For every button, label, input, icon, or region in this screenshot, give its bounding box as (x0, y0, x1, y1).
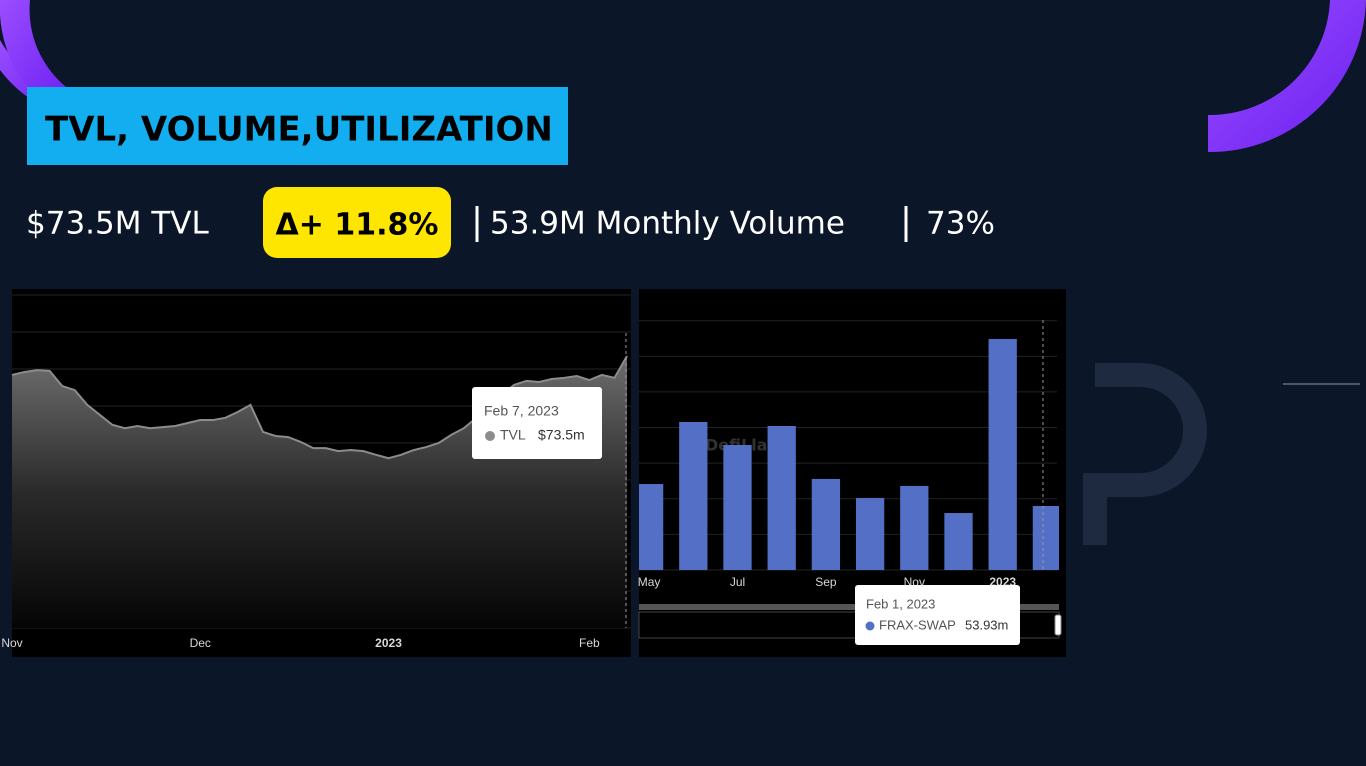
x-tick-label: May (638, 575, 661, 589)
scrollbar (639, 604, 1059, 610)
scroll-handle[interactable] (1054, 614, 1062, 636)
bar (723, 444, 752, 570)
tooltip-box (472, 387, 602, 459)
deco-arc (1208, 0, 1366, 153)
tooltip: Feb 1, 2023 FRAX-SWAP 53.93m (855, 585, 1020, 645)
tooltip-value: 53.93m (965, 617, 1008, 632)
deco-letter (1083, 363, 1207, 545)
x-tick-label: Dec (190, 636, 211, 650)
tooltip-box (855, 585, 1020, 645)
chart-area: DefiLlama (639, 320, 1059, 571)
bar (855, 497, 885, 570)
bar (639, 484, 664, 570)
bar (988, 338, 1017, 570)
tooltip: Feb 7, 2023 TVL $73.5m (472, 387, 602, 459)
x-tick-label: Nov (1, 636, 22, 650)
bar (1032, 505, 1059, 570)
bar (900, 485, 929, 570)
title: TVL, VOLUME,UTILIZATION (45, 110, 553, 150)
tooltip-date: Feb 7, 2023 (484, 403, 559, 419)
tooltip-dot (485, 431, 495, 441)
bar (767, 425, 796, 570)
x-tick-label: Jul (730, 575, 745, 589)
bar (811, 478, 841, 570)
x-tick-label: Feb (579, 636, 600, 650)
change-badge (263, 187, 451, 258)
bar (944, 513, 973, 570)
stat-change: Δ+ 11.8% (276, 208, 439, 243)
tooltip-date: Feb 1, 2023 (866, 596, 935, 611)
stat-volume: 53.9M Monthly Volume (490, 206, 845, 242)
stat-utilization: 73% (926, 206, 995, 242)
line (12, 355, 628, 460)
tooltip-value: $73.5m (538, 427, 585, 443)
tooltip-dot (865, 621, 875, 631)
deco-arc (0, 0, 70, 110)
tooltip-series: TVL (500, 427, 526, 443)
tooltip-series: FRAX-SWAP (879, 617, 956, 632)
bar (679, 421, 708, 570)
x-tick-label: Sep (815, 575, 837, 589)
x-tick-label: 2023 (375, 636, 402, 650)
stat-tvl: $73.5M TVL (26, 206, 209, 242)
title-box (27, 87, 568, 165)
